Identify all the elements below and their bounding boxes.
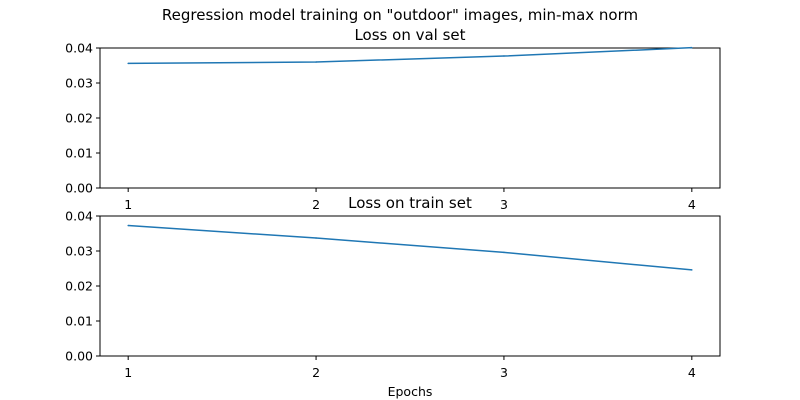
val-loss-title: Loss on val set [354,26,465,44]
train-loss-y-tick-label: 0.04 [65,209,93,224]
val-loss-plot-area [127,46,693,65]
train-loss-y-tick-label: 0.01 [65,314,93,329]
x-axis-label: Epochs [388,384,433,399]
val-loss-x-tick-label: 3 [500,197,508,212]
train-loss-title: Loss on train set [348,194,472,212]
val-loss-panel: Loss on val set 0.00 0.01 0.02 0.03 0.04 1 2 3… [65,26,721,212]
train-loss-x-axis: 1 2 3 4 [124,356,696,380]
val-loss-series-line [128,46,692,65]
val-loss-y-tick-label: 0.01 [65,146,93,161]
train-loss-data-point [315,237,317,239]
train-loss-y-tick-label: 0.00 [65,349,93,364]
train-loss-x-tick-label: 1 [124,365,132,380]
train-loss-data-point [503,251,505,254]
train-loss-x-tick-label: 3 [500,365,508,380]
val-loss-x-tick-label: 4 [688,197,696,212]
train-loss-y-tick-label: 0.03 [65,244,93,259]
val-loss-y-tick-label: 0.03 [65,76,93,91]
train-loss-y-axis: 0.00 0.01 0.02 0.03 0.04 [65,209,100,364]
train-loss-data-point [127,224,129,227]
val-loss-x-axis: 1 2 3 4 [124,188,696,212]
val-loss-y-tick-label: 0.04 [65,41,93,56]
train-loss-plot-area [127,224,693,271]
train-loss-panel: Loss on train set 0.00 0.01 0.02 0.03 0.04 1… [65,194,721,399]
train-loss-axes-frame [99,215,721,357]
val-loss-data-point [503,55,505,57]
val-loss-data-point [127,62,129,65]
train-loss-y-tick-label: 0.02 [65,279,93,294]
val-loss-x-tick-label: 2 [312,197,320,212]
train-loss-data-point [691,269,693,271]
train-loss-x-tick-label: 4 [688,365,696,380]
val-loss-axes-frame [99,47,721,189]
figure-title: Regression model training on "outdoor" i… [162,6,638,24]
val-loss-data-point [691,46,693,49]
train-loss-x-tick-label: 2 [312,365,320,380]
val-loss-y-axis: 0.00 0.01 0.02 0.03 0.04 [65,41,100,196]
train-loss-series-line [128,224,692,271]
val-loss-y-tick-label: 0.02 [65,111,93,126]
val-loss-data-point [315,61,317,63]
val-loss-y-tick-label: 0.00 [65,181,93,196]
val-loss-x-tick-label: 1 [124,197,132,212]
